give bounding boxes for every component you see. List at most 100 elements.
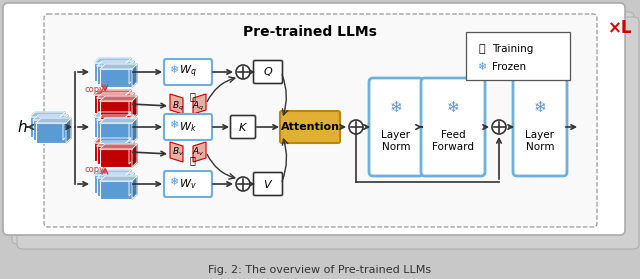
Polygon shape	[33, 115, 68, 120]
Text: Frozen: Frozen	[492, 62, 526, 72]
Text: Pre-trained LLMs: Pre-trained LLMs	[243, 25, 377, 39]
Bar	[30, 117, 60, 137]
Text: $W_k$: $W_k$	[179, 120, 197, 134]
Bar	[97, 146, 129, 164]
Text: Layer: Layer	[525, 130, 554, 140]
Text: ❄: ❄	[170, 120, 179, 130]
Polygon shape	[63, 115, 68, 140]
Circle shape	[236, 177, 250, 191]
Text: $K$: $K$	[238, 121, 248, 133]
Polygon shape	[60, 112, 65, 137]
Polygon shape	[170, 94, 183, 114]
Polygon shape	[100, 144, 137, 149]
Bar	[97, 178, 129, 196]
Polygon shape	[193, 94, 206, 114]
Polygon shape	[132, 176, 137, 199]
Text: $B_v$: $B_v$	[172, 146, 184, 158]
Text: copy: copy	[85, 85, 105, 93]
Text: $W_q$: $W_q$	[179, 64, 197, 80]
Bar	[100, 101, 132, 119]
Circle shape	[236, 65, 250, 79]
Polygon shape	[100, 118, 137, 123]
Text: Feed: Feed	[441, 130, 465, 140]
Text: $A_q$: $A_q$	[192, 99, 204, 112]
Bar	[94, 117, 126, 137]
Polygon shape	[129, 93, 134, 116]
Polygon shape	[66, 118, 71, 143]
Polygon shape	[97, 93, 134, 98]
Bar	[100, 123, 132, 143]
Circle shape	[492, 120, 506, 134]
FancyBboxPatch shape	[513, 78, 567, 176]
Polygon shape	[132, 144, 137, 167]
Polygon shape	[97, 173, 134, 178]
Text: ×L: ×L	[608, 19, 632, 37]
Polygon shape	[129, 173, 134, 196]
Polygon shape	[129, 141, 134, 164]
Text: 🔥: 🔥	[189, 155, 195, 165]
Bar	[94, 95, 126, 113]
Text: Norm: Norm	[525, 142, 554, 152]
Polygon shape	[170, 142, 183, 162]
Text: ❄: ❄	[477, 62, 486, 72]
Polygon shape	[132, 96, 137, 119]
Polygon shape	[94, 90, 131, 95]
Polygon shape	[193, 142, 206, 162]
FancyBboxPatch shape	[253, 61, 282, 83]
Text: $Q$: $Q$	[263, 66, 273, 78]
Bar	[94, 63, 126, 81]
Bar	[94, 143, 126, 161]
FancyBboxPatch shape	[164, 171, 212, 197]
Bar	[94, 175, 126, 193]
Text: copy: copy	[85, 165, 105, 174]
Text: ❄: ❄	[390, 100, 403, 114]
Polygon shape	[126, 90, 131, 113]
Polygon shape	[100, 96, 137, 101]
Polygon shape	[97, 115, 134, 120]
Text: ❄: ❄	[170, 177, 179, 187]
Polygon shape	[126, 138, 131, 161]
FancyBboxPatch shape	[164, 59, 212, 85]
Polygon shape	[129, 61, 134, 84]
Text: $A_v$: $A_v$	[192, 146, 204, 158]
FancyBboxPatch shape	[369, 78, 423, 176]
FancyBboxPatch shape	[3, 3, 625, 235]
Bar	[100, 149, 132, 167]
Bar	[97, 66, 129, 84]
Polygon shape	[126, 112, 131, 137]
Text: $V$: $V$	[263, 178, 273, 190]
Polygon shape	[132, 64, 137, 87]
Bar	[100, 69, 132, 87]
Polygon shape	[126, 170, 131, 193]
Text: Fig. 2: The overview of Pre-trained LLMs: Fig. 2: The overview of Pre-trained LLMs	[209, 265, 431, 275]
Text: ❄: ❄	[534, 100, 547, 114]
Text: Training: Training	[492, 44, 533, 54]
FancyBboxPatch shape	[421, 78, 485, 176]
Polygon shape	[30, 112, 65, 117]
Circle shape	[349, 120, 363, 134]
FancyBboxPatch shape	[164, 114, 212, 140]
Text: Layer: Layer	[381, 130, 410, 140]
FancyBboxPatch shape	[466, 32, 570, 80]
Polygon shape	[94, 58, 131, 63]
FancyBboxPatch shape	[44, 14, 597, 227]
Polygon shape	[132, 118, 137, 143]
FancyBboxPatch shape	[12, 12, 634, 244]
Polygon shape	[36, 118, 71, 123]
Text: ❄: ❄	[170, 65, 179, 75]
Text: $W_v$: $W_v$	[179, 177, 197, 191]
FancyBboxPatch shape	[230, 116, 255, 138]
FancyBboxPatch shape	[17, 17, 639, 249]
FancyBboxPatch shape	[280, 111, 340, 143]
Polygon shape	[100, 64, 137, 69]
Polygon shape	[100, 176, 137, 181]
Text: $h$: $h$	[17, 119, 28, 135]
Polygon shape	[94, 138, 131, 143]
Text: ❄: ❄	[447, 100, 460, 114]
Polygon shape	[129, 115, 134, 140]
Bar	[97, 120, 129, 140]
Bar	[36, 123, 66, 143]
Bar	[33, 120, 63, 140]
Bar	[97, 98, 129, 116]
Polygon shape	[97, 61, 134, 66]
